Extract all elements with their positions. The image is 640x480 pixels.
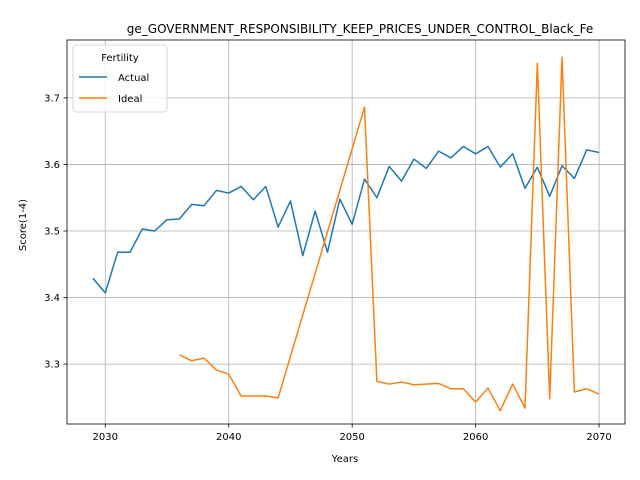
y-tick-label: 3.6	[44, 160, 60, 171]
x-tick-label: 2050	[339, 432, 364, 443]
legend: Fertility Actual Ideal	[72, 44, 168, 113]
x-tick-label: 2070	[586, 432, 611, 443]
plot-frame	[66, 39, 626, 425]
legend-title: Fertility	[101, 53, 139, 64]
y-axis-label: Score(1-4)	[18, 199, 29, 251]
x-axis-label: Years	[331, 454, 358, 465]
chart-title: ge_GOVERNMENT_RESPONSIBILITY_KEEP_PRICES…	[127, 22, 593, 36]
x-tick-label: 2060	[463, 432, 488, 443]
x-tick-label: 2030	[93, 432, 118, 443]
legend-label-actual: Actual	[118, 73, 149, 84]
series-line-ideal	[179, 56, 600, 412]
y-tick-label: 3.4	[44, 293, 60, 304]
y-tick-label: 3.5	[44, 227, 60, 238]
legend-label-ideal: Ideal	[118, 94, 142, 105]
grid	[67, 40, 625, 424]
series-layer	[92, 56, 600, 412]
x-tick-label: 2040	[216, 432, 241, 443]
y-tick-label: 3.7	[44, 93, 60, 104]
ticks: 2030 2040 2050 2060 2070 3.3 3.4 3.5 3.6 3.7	[44, 93, 612, 443]
legend-box	[72, 44, 168, 113]
y-tick-label: 3.3	[44, 360, 60, 371]
series-line-actual	[92, 145, 600, 294]
